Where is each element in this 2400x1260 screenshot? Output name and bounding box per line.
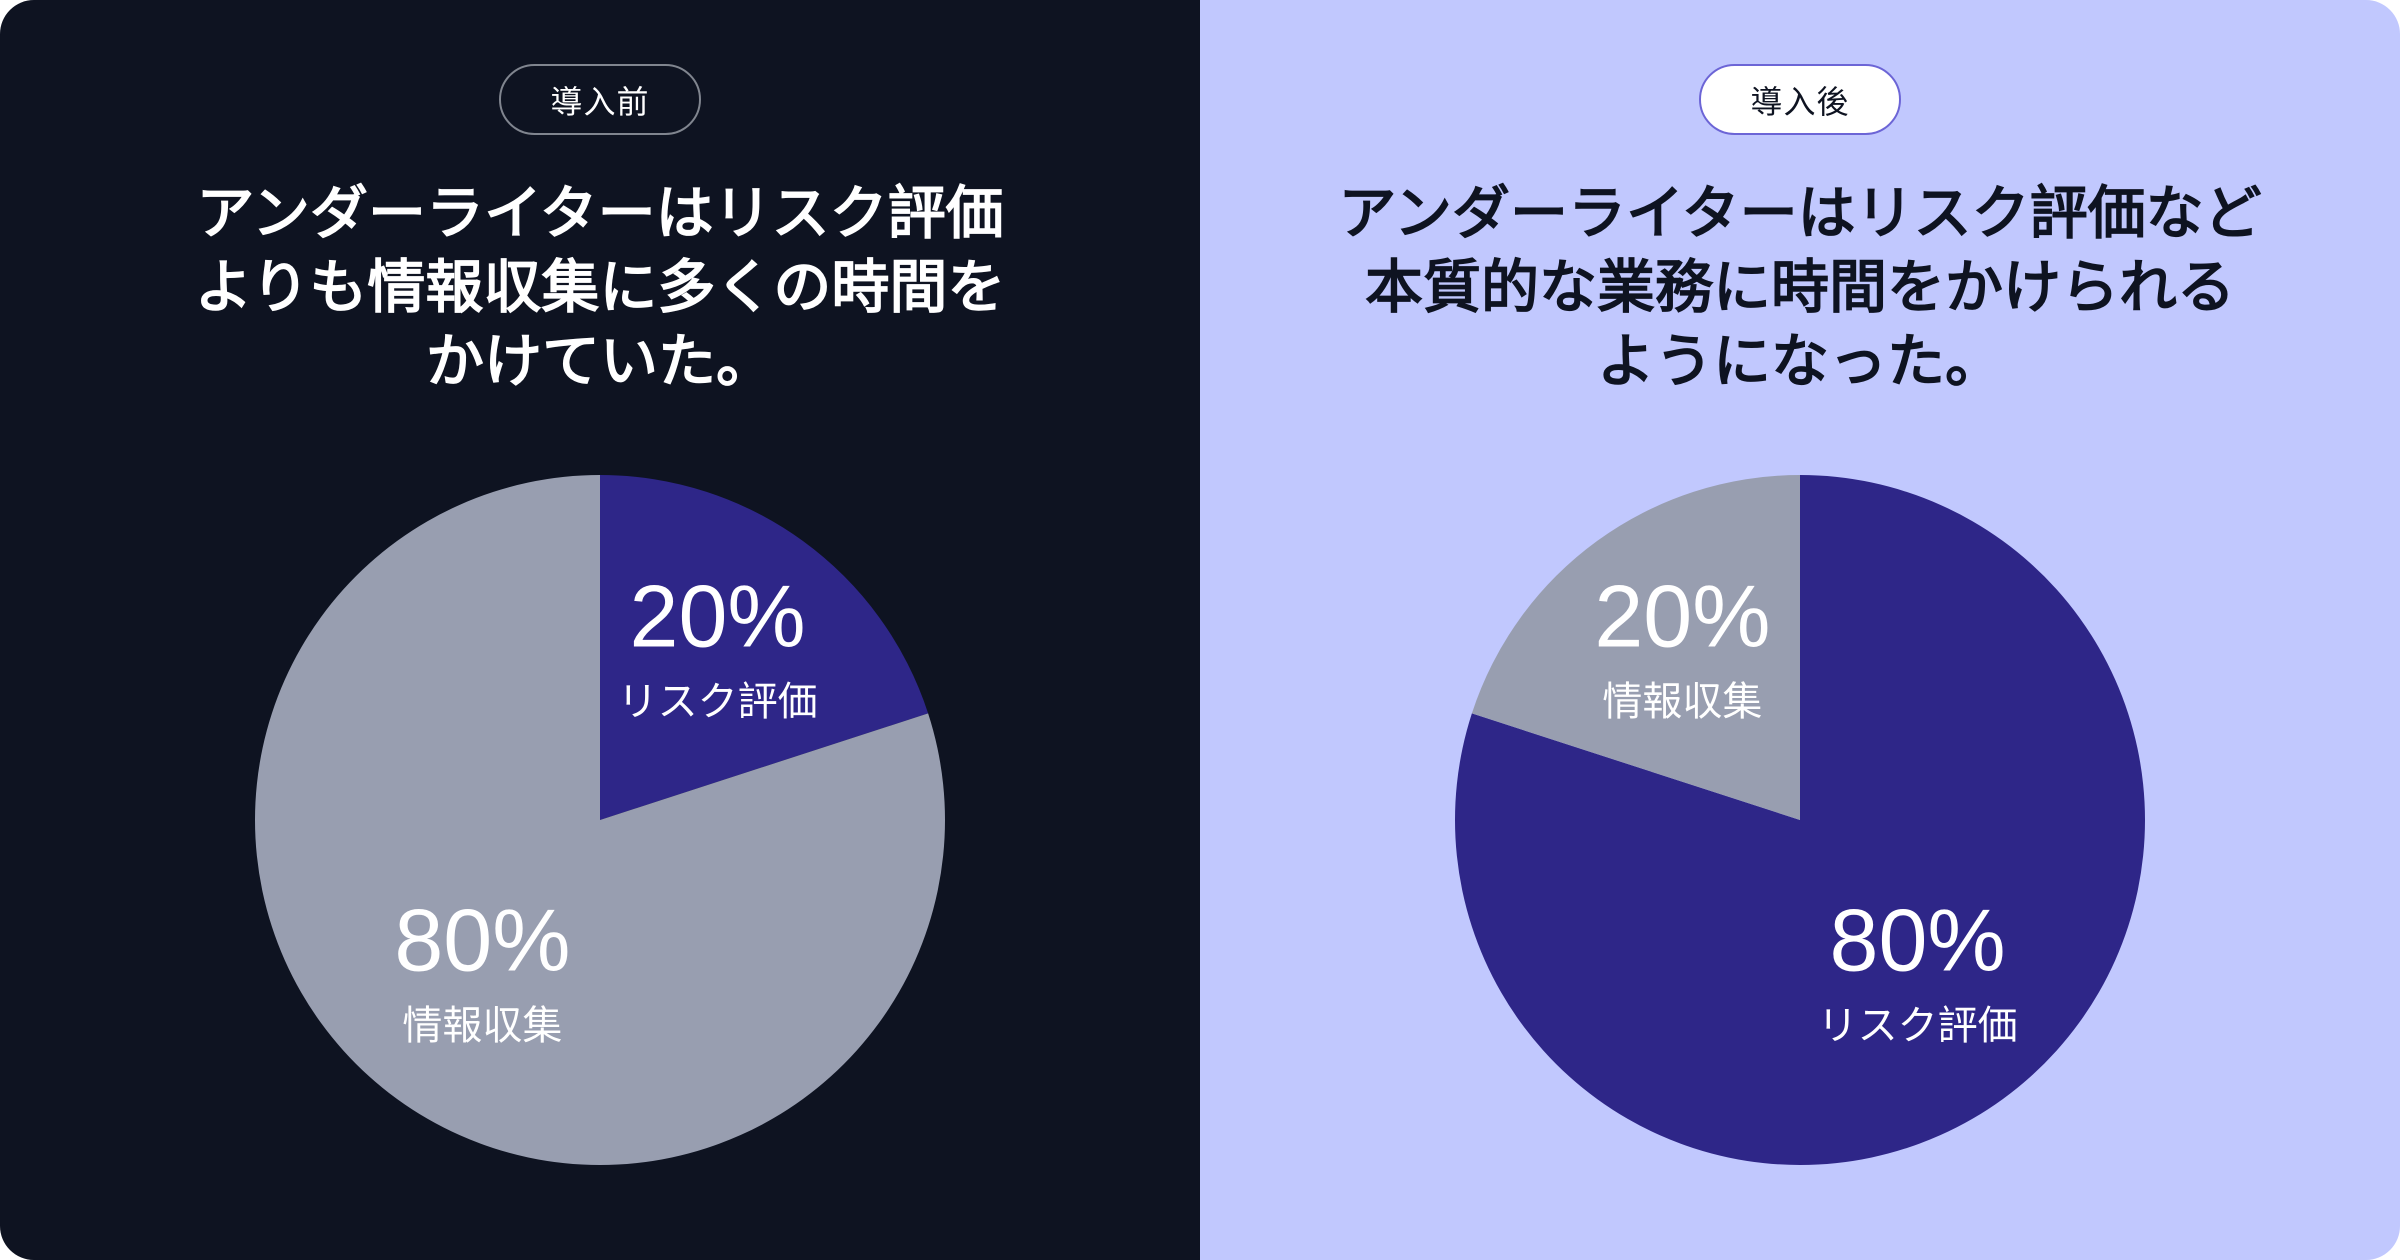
information-gathering-name-label: 情報収集 — [1602, 680, 1762, 724]
pie-slice-information-gathering — [254, 475, 945, 1165]
before-pie-chart: 20% リスク評価 80% 情報収集 — [254, 475, 945, 1165]
risk-assessment-value-label: 20% — [630, 567, 806, 666]
pie-slice-risk-assessment — [600, 475, 929, 820]
panel-before: 導入前 アンダーライターはリスク評価 よりも情報収集に多くの時間を かけていた。… — [0, 0, 1200, 1260]
panel-after: 導入後 アンダーライターはリスク評価など 本質的な業務に時間をかけられる ように… — [1200, 0, 2400, 1260]
information-gathering-value-label: 20% — [1594, 567, 1770, 666]
after-heading: アンダーライターはリスク評価など 本質的な業務に時間をかけられる ようになった。 — [1338, 181, 2262, 394]
after-pie-chart: 80% リスク評価 20% 情報収集 — [1455, 475, 2145, 1165]
risk-assessment-value-label: 80% — [1830, 890, 2006, 989]
risk-assessment-name-label: リスク評価 — [618, 680, 818, 724]
risk-assessment-name-label: リスク評価 — [1818, 1004, 2018, 1048]
information-gathering-value-label: 80% — [394, 890, 570, 989]
information-gathering-name-label: 情報収集 — [402, 1004, 562, 1048]
before-badge: 導入前 — [499, 64, 701, 135]
after-badge: 導入後 — [1699, 64, 1901, 135]
pie-slice-information-gathering — [1471, 475, 1800, 820]
before-heading: アンダーライターはリスク評価 よりも情報収集に多くの時間を かけていた。 — [194, 181, 1006, 394]
